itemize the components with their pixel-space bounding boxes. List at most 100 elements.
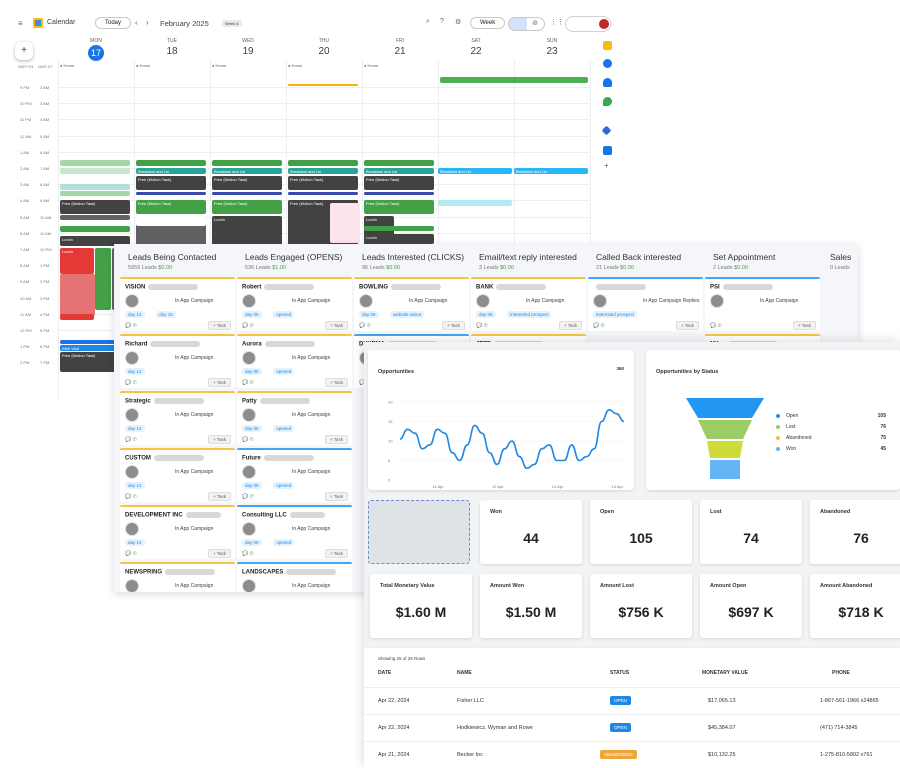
chat-phone-icons[interactable]: 💬 ✆ [710,323,722,329]
lead-tag[interactable]: day 14 [125,425,145,432]
add-task-button[interactable]: + Task [675,321,699,330]
add-task-button[interactable]: + Task [324,435,348,444]
calendar-event[interactable] [288,192,358,195]
calendar-event[interactable] [212,160,282,166]
calendar-event[interactable]: Breakfast and Lei [212,168,282,174]
help-icon[interactable]: ? [440,18,444,25]
maps-icon[interactable] [603,97,612,106]
calendar-event[interactable] [136,160,206,166]
calendar-event[interactable] [136,216,206,226]
chat-phone-icons[interactable]: 💬 ✆ [359,323,371,329]
lead-tag[interactable]: day 09 [242,368,262,375]
day-number[interactable]: 18 [166,46,178,57]
gear-icon[interactable]: ⚙ [455,19,462,26]
menu-icon[interactable]: ≡ [18,19,23,28]
calendar-event[interactable]: Free (Motion Task) [364,200,434,214]
calendar-event[interactable] [364,226,434,231]
apps-grid-icon[interactable]: ⋮⋮ [550,19,564,26]
calendar-event[interactable] [440,77,588,83]
chat-phone-icons[interactable]: 💬 ✆ [125,323,137,329]
add-task-button[interactable]: + Task [207,321,231,330]
day-header[interactable]: MON 17 [58,38,134,61]
lead-card[interactable]: Future In App Campaign day 09 opened 💬 ✆ + Ta… [237,448,352,502]
add-task-button[interactable]: + Task [207,435,231,444]
lead-card[interactable]: Aurora In App Campaign day 09 opened 💬 ✆ + Ta… [237,334,352,388]
calendar-event[interactable] [212,192,282,195]
lead-card[interactable]: DEVELOPMENT INC In App Campaign day 14 💬 ✆ +… [120,505,235,559]
chat-phone-icons[interactable]: 💬 ✆ [242,494,254,500]
calendar-event[interactable]: Free (Motion Task) [60,352,130,372]
add-task-button[interactable]: + Task [207,549,231,558]
calendar-event[interactable] [364,160,434,166]
chat-phone-icons[interactable]: 💬 ✆ [125,494,137,500]
calendar-event[interactable] [60,226,130,232]
day-number[interactable]: 23 [546,46,558,57]
calendar-event[interactable]: Free (Motion Task) [60,200,130,214]
contacts-icon[interactable] [603,78,612,87]
avatar[interactable] [599,19,609,29]
keep-icon[interactable] [603,41,612,50]
calendar-event[interactable] [60,184,130,190]
calendar-event[interactable]: Free (Motion Task) [212,200,282,214]
calendar-event[interactable] [136,192,206,195]
next-week-icon[interactable]: › [146,18,149,27]
chat-phone-icons[interactable]: 💬 ✆ [125,380,137,386]
calendar-event[interactable]: Free (Motion Task) [136,200,206,214]
day-header[interactable]: SAT 22 [438,38,514,57]
add-task-button[interactable]: + Task [792,321,816,330]
chat-phone-icons[interactable]: 💬 ✆ [125,437,137,443]
row-name[interactable]: Fisher LLC [457,698,484,704]
lead-tag[interactable]: opened [273,425,295,432]
add-task-button[interactable]: + Task [324,378,348,387]
add-task-button[interactable]: + Task [324,321,348,330]
lead-card[interactable]: Patty In App Campaign day 09 opened 💬 ✆ + Tas… [237,391,352,445]
lead-card[interactable]: BOWLING In App Campaign day 09 website visi… [354,277,469,331]
empty-drop-slot[interactable] [368,500,470,564]
day-header[interactable]: WED 19 [210,38,286,57]
lead-card[interactable]: CUSTOM In App Campaign day 14 💬 ✆ + Task [120,448,235,502]
tasks-icon[interactable] [603,59,612,68]
calendar-event[interactable]: Free (Motion Task) [136,176,206,190]
day-number[interactable]: 17 [88,45,104,61]
calendar-event[interactable] [60,191,130,196]
lead-tag[interactable]: opened [273,368,295,375]
add-task-button[interactable]: + Task [558,321,582,330]
lead-tag[interactable]: interested prospect [507,311,552,318]
calendar-event[interactable]: Lunch [364,234,434,244]
add-task-button[interactable]: + Task [441,321,465,330]
today-button[interactable]: Today [95,17,132,29]
lead-card[interactable]: Robert In App Campaign day 09 opened 💬 ✆ + Ta… [237,277,352,331]
lead-card[interactable]: PSI In App Campaign 💬 ✆ + Task [705,277,820,331]
day-number[interactable]: 22 [470,46,482,57]
send-icon[interactable] [601,125,612,136]
calendar-event[interactable]: Breakfast and Lei [514,168,588,174]
calendar-event[interactable] [95,248,111,310]
tasks-view-icon[interactable]: ⊘ [532,20,538,27]
day-header[interactable]: SUN 23 [514,38,590,57]
day-header[interactable]: THU 20 [286,38,362,57]
calendar-event[interactable] [438,200,512,206]
view-toggle[interactable]: ⊘ [508,17,545,31]
calendar-event[interactable] [60,168,130,174]
calendar-event[interactable]: Breakfast and Lei [136,168,206,174]
chat-phone-icons[interactable]: 💬 ✆ [242,323,254,329]
lead-card[interactable]: VISION In App Campaign day 14 day 15 💬 ✆ + Ta… [120,277,235,331]
lead-card[interactable]: Consulting LLC In App Campaign day 09 opene… [237,505,352,559]
calendar-event[interactable] [330,203,360,243]
calendar-view-icon[interactable] [509,18,527,30]
calendar-event[interactable]: Lunch [60,248,94,274]
lead-tag[interactable]: day 09 [242,425,262,432]
lead-tag[interactable]: interested prospect [593,311,638,318]
lead-tag[interactable]: day 09 [242,311,262,318]
add-task-button[interactable]: + Task [324,549,348,558]
calendar-event[interactable]: Free (Motion Task) [212,176,282,190]
calendar-event[interactable]: Web Visit [60,345,130,351]
add-addon-icon[interactable]: + [604,161,609,170]
calendar-event[interactable]: Free (Motion Task) [364,176,434,190]
lead-tag[interactable]: day 09 [242,482,262,489]
row-name[interactable]: Hodkiewicz, Wyman and Rowe [457,725,533,731]
add-task-button[interactable]: + Task [207,492,231,501]
lead-card[interactable]: Strategic In App Campaign day 14 💬 ✆ + Task [120,391,235,445]
calendar-event[interactable]: Breakfast and Lei [288,168,358,174]
calendar-event[interactable] [288,160,358,166]
